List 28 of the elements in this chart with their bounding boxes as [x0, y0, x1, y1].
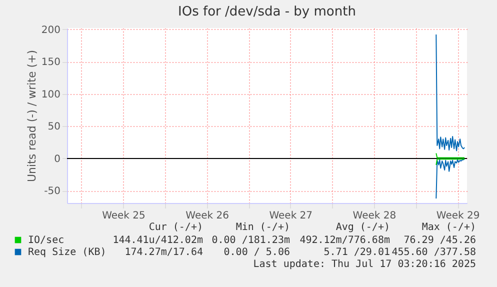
- x-tick-label: Week 26: [186, 210, 229, 222]
- text: 0.00 / 5.06: [224, 247, 290, 258]
- text: 174.27m/17.64: [124, 247, 203, 258]
- y-tick-label: -50: [44, 186, 60, 198]
- text: Avg (-/+): [336, 222, 390, 233]
- x-tick-label: Week 27: [269, 210, 313, 222]
- y-tick-label: 50: [48, 122, 60, 133]
- text: Cur (-/+): [148, 222, 203, 233]
- y-tick-label: 0: [54, 154, 60, 165]
- text: 0.00 /181.23m: [212, 235, 290, 246]
- y-tick-label: 100: [41, 89, 60, 100]
- chart-title: IOs for /dev/sda - by month: [178, 4, 356, 20]
- y-tick-label: 150: [41, 57, 60, 68]
- legend-label: Req Size (KB): [28, 247, 106, 258]
- text: 5.71 /29.01: [324, 247, 390, 258]
- y-axis-title: Units read (-) / write (+): [25, 50, 38, 182]
- y-tick-label: 200: [41, 24, 60, 36]
- legend-label: IO/sec: [28, 235, 64, 246]
- text: Min (-/+): [236, 222, 290, 233]
- text: Max (-/+): [422, 222, 476, 233]
- text: 455.60 /377.58: [392, 247, 476, 258]
- x-tick-label: Week 25: [102, 210, 146, 222]
- text: 76.29 /45.26: [404, 235, 476, 246]
- x-tick-label: Week 28: [352, 210, 396, 222]
- text: 144.41u/412.02m: [112, 235, 203, 246]
- text: 492.12m/776.68m: [300, 235, 390, 246]
- text: Last update: Thu Jul 17 03:20:16 2025: [253, 259, 476, 270]
- x-tick-label: Week 29: [436, 210, 480, 222]
